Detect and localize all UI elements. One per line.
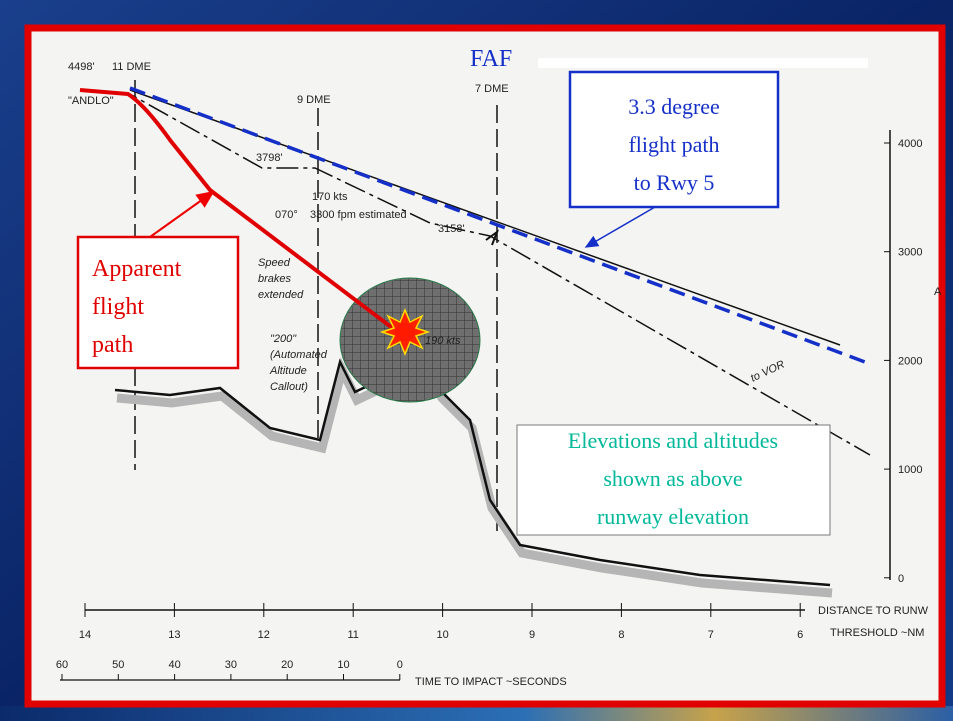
label: "ANDLO" xyxy=(68,95,114,107)
apparent-box xyxy=(76,235,240,370)
glide-arrow xyxy=(584,206,656,248)
text-line: flight xyxy=(92,294,144,320)
tick-label: 2000 xyxy=(898,355,922,367)
tick-label: 0 xyxy=(397,659,403,671)
glide-path-3-3 xyxy=(129,86,866,364)
label: 7 DME xyxy=(475,83,509,95)
text-line: path xyxy=(92,332,133,358)
label: 3300 fpm estimated xyxy=(310,209,407,221)
faf-arrow xyxy=(485,229,500,246)
text-line: "200" xyxy=(270,333,297,345)
mask xyxy=(538,58,868,68)
tick-label: 3000 xyxy=(898,247,922,259)
tick-label: 20 xyxy=(281,659,293,671)
tick-label: 6 xyxy=(797,629,803,641)
tick-label: 0 xyxy=(898,573,904,585)
label: 3158' xyxy=(438,223,465,235)
text-line: Elevations and altitudes xyxy=(568,428,778,453)
label: 3798' xyxy=(256,152,283,164)
tick-label: 14 xyxy=(79,629,91,641)
tick-label: 7 xyxy=(708,629,714,641)
glide-box xyxy=(568,70,780,209)
label: 4498' xyxy=(68,61,95,73)
faf-label: FAF xyxy=(470,46,512,72)
text-line: Callout) xyxy=(270,381,308,393)
bottom-strip xyxy=(0,706,953,721)
label: 190 kts xyxy=(425,335,461,347)
tick-label: 13 xyxy=(168,629,180,641)
tick-label: 12 xyxy=(258,629,270,641)
label: 170 kts xyxy=(312,191,348,203)
tick-label: 9 xyxy=(529,629,535,641)
text-line: flight path xyxy=(628,132,719,157)
text-line: brakes xyxy=(258,273,292,285)
text-line: extended xyxy=(258,289,304,301)
label: 9 DME xyxy=(297,94,331,106)
tick-label: 30 xyxy=(225,659,237,671)
axis-title: TIME TO IMPACT ~SECONDS xyxy=(415,676,567,688)
axis-title: DISTANCE TO RUNW xyxy=(818,605,929,617)
tick-label: 10 xyxy=(436,629,448,641)
tick-label: 4000 xyxy=(898,138,922,150)
tick-label: 8 xyxy=(618,629,624,641)
apparent-path xyxy=(79,88,397,332)
impact-point xyxy=(395,323,415,341)
text-line: Apparent xyxy=(92,256,182,282)
elevation-box xyxy=(516,424,831,536)
axis-title: THRESHOLD ~NM xyxy=(830,627,924,639)
text-line: Speed xyxy=(258,257,291,269)
apparent-arrow xyxy=(149,190,215,238)
tick-label: 60 xyxy=(56,659,68,671)
text-line: 3.3 degree xyxy=(628,94,720,119)
tick-label: 1000 xyxy=(898,464,922,476)
text-line: (Automated xyxy=(270,349,328,361)
text-line: shown as above xyxy=(603,466,742,491)
axis-label: A xyxy=(934,286,942,298)
label: 070° xyxy=(275,209,298,221)
tick-label: 50 xyxy=(112,659,124,671)
text-line: to Rwy 5 xyxy=(634,170,715,195)
tick-label: 11 xyxy=(347,629,358,641)
tick-label: 40 xyxy=(168,659,180,671)
label: 11 DME xyxy=(112,61,151,73)
text-line: runway elevation xyxy=(597,504,749,529)
text-line: Altitude xyxy=(269,365,307,377)
tick-label: 10 xyxy=(337,659,349,671)
